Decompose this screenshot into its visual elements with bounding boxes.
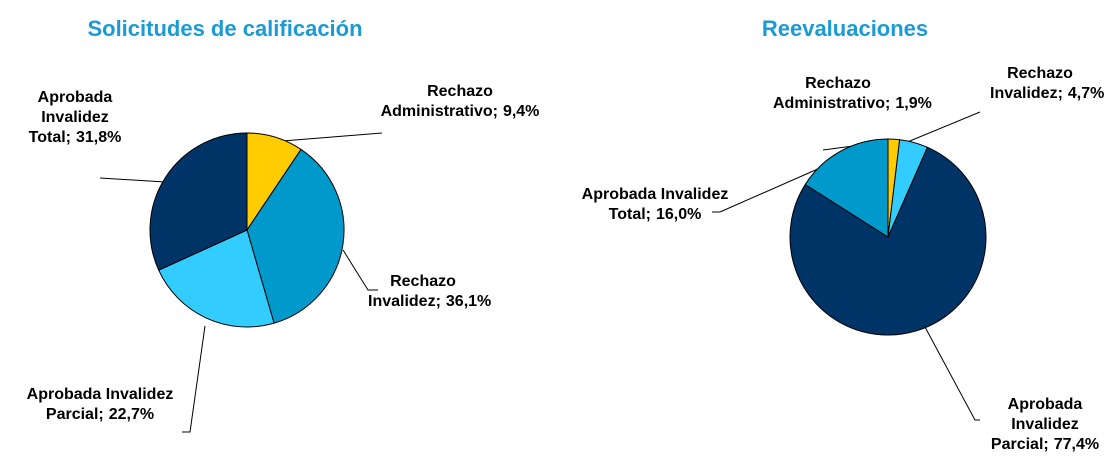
pie-slice xyxy=(246,148,345,324)
category-label: Rechazo Invalidez; xyxy=(990,65,1073,102)
value-label: 4,7% xyxy=(1067,85,1105,102)
pie-slice xyxy=(149,132,248,271)
data-label: Rechazo Invalidez; 4,7% xyxy=(990,64,1104,104)
value-label: 22,7% xyxy=(108,406,155,423)
data-label: Aprobada Invalidez Parcial; 77,4% xyxy=(985,395,1105,455)
value-label: 31,8% xyxy=(75,129,122,146)
data-label: Rechazo Administrativo; 1,9% xyxy=(773,74,932,114)
pie-slice xyxy=(804,138,889,238)
value-label: 1,9% xyxy=(895,95,932,112)
chart-title: Solicitudes de calificación xyxy=(87,16,363,41)
category-label: Aprobada Invalidez Parcial; xyxy=(990,396,1083,453)
leader-line xyxy=(99,177,166,183)
category-label: Aprobada Invalidez Total; xyxy=(581,186,729,223)
data-label: Aprobada Invalidez Total; 31,8% xyxy=(20,88,130,148)
category-label: Aprobada Invalidez Total; xyxy=(28,89,113,146)
chart-title: Reevaluaciones xyxy=(761,16,929,41)
leader-line xyxy=(342,249,378,291)
category-label: Rechazo Administrativo; xyxy=(380,83,498,120)
data-label: Rechazo Administrativo; 9,4% xyxy=(375,82,545,122)
leader-line xyxy=(712,167,821,213)
value-label: 36,1% xyxy=(445,293,492,310)
leader-line xyxy=(269,132,383,143)
category-label: Rechazo Invalidez; xyxy=(368,273,456,310)
category-label: Aprobada Invalidez Parcial; xyxy=(26,386,174,423)
data-label: Rechazo Invalidez; 36,1% xyxy=(368,272,491,312)
category-label: Rechazo Administrativo; xyxy=(773,75,891,112)
pie-slice xyxy=(158,229,275,328)
leader-line xyxy=(182,325,206,433)
leader-line xyxy=(924,326,980,421)
data-label: Aprobada Invalidez Parcial; 22,7% xyxy=(5,385,195,425)
value-label: 77,4% xyxy=(1053,436,1100,453)
value-label: 9,4% xyxy=(502,103,540,120)
value-label: 16,0% xyxy=(655,206,702,223)
leader-line xyxy=(904,111,981,144)
data-label: Aprobada Invalidez Total; 16,0% xyxy=(580,185,730,225)
pie-slice xyxy=(789,146,987,336)
